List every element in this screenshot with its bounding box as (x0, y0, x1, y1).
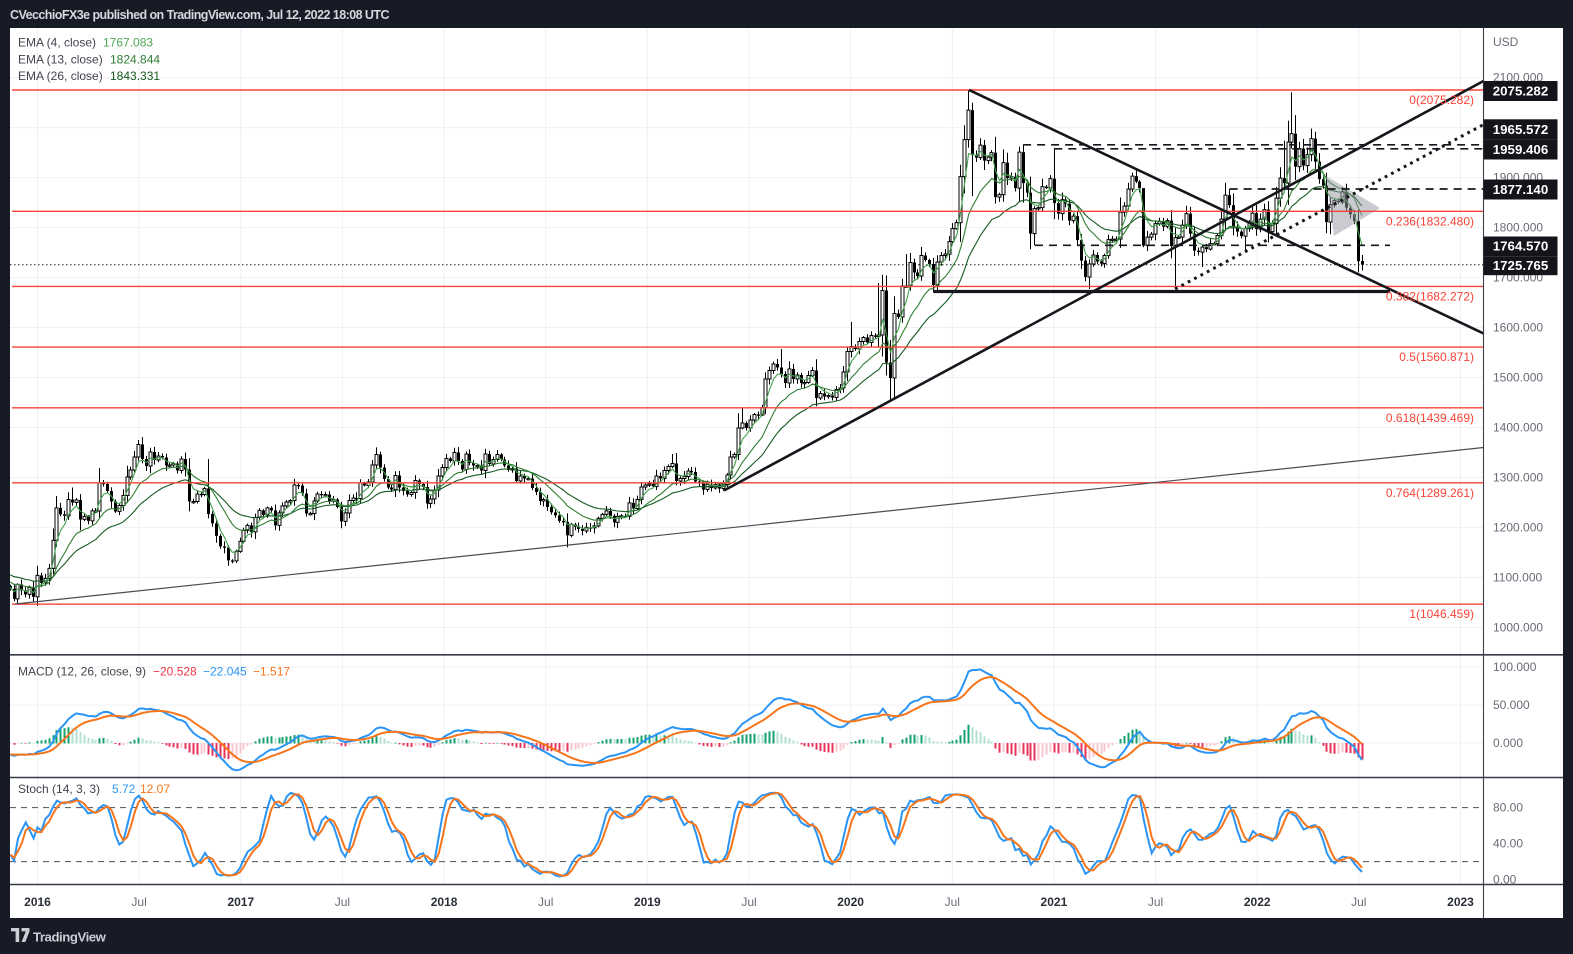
svg-text:1877.140: 1877.140 (1493, 182, 1548, 197)
svg-text:CVecchioFX3e published on Trad: CVecchioFX3e published on TradingView.co… (10, 8, 389, 22)
svg-text:2018: 2018 (431, 895, 458, 909)
svg-text:1300.000: 1300.000 (1493, 471, 1543, 485)
svg-text:2021: 2021 (1041, 895, 1068, 909)
svg-text:2022: 2022 (1244, 895, 1271, 909)
svg-text:EMA (13, close): EMA (13, close) (18, 52, 103, 66)
svg-text:0.618(1439.469): 0.618(1439.469) (1386, 411, 1474, 425)
svg-text:50.000: 50.000 (1493, 698, 1530, 712)
svg-text:Jul: Jul (1148, 895, 1163, 909)
svg-text:Jul: Jul (131, 895, 146, 909)
svg-text:1500.000: 1500.000 (1493, 371, 1543, 385)
svg-text:0(2075.282): 0(2075.282) (1409, 93, 1474, 107)
svg-text:1764.570: 1764.570 (1493, 239, 1548, 254)
svg-text:0.000: 0.000 (1493, 736, 1523, 750)
svg-text:USD: USD (1493, 35, 1519, 49)
svg-text:2016: 2016 (24, 895, 51, 909)
svg-text:1725.765: 1725.765 (1493, 258, 1549, 273)
svg-text:2023: 2023 (1447, 895, 1474, 909)
svg-text:1400.000: 1400.000 (1493, 421, 1543, 435)
svg-text:1800.000: 1800.000 (1493, 221, 1543, 235)
svg-text:12.07: 12.07 (140, 782, 170, 796)
svg-text:−22.045: −22.045 (203, 665, 247, 679)
svg-text:1843.331: 1843.331 (110, 69, 160, 83)
svg-text:Jul: Jul (741, 895, 756, 909)
svg-text:Jul: Jul (1351, 895, 1366, 909)
svg-text:EMA (4, close): EMA (4, close) (18, 36, 96, 50)
svg-text:0.00: 0.00 (1493, 873, 1517, 887)
svg-text:1959.406: 1959.406 (1493, 142, 1548, 157)
svg-text:Jul: Jul (335, 895, 350, 909)
svg-text:100.000: 100.000 (1493, 660, 1537, 674)
svg-text:MACD (12, 26, close, 9): MACD (12, 26, close, 9) (18, 665, 146, 679)
svg-text:Stoch (14, 3, 3): Stoch (14, 3, 3) (18, 782, 100, 796)
svg-text:1000.000: 1000.000 (1493, 620, 1543, 634)
svg-text:1767.083: 1767.083 (103, 36, 153, 50)
svg-text:1965.572: 1965.572 (1493, 122, 1548, 137)
svg-text:2020: 2020 (837, 895, 864, 909)
svg-text:0.236(1832.480): 0.236(1832.480) (1386, 214, 1474, 228)
svg-text:EMA (26, close): EMA (26, close) (18, 69, 103, 83)
svg-text:1824.844: 1824.844 (110, 52, 160, 66)
svg-text:1200.000: 1200.000 (1493, 520, 1543, 534)
svg-text:5.72: 5.72 (112, 782, 136, 796)
svg-text:Jul: Jul (538, 895, 553, 909)
svg-text:0.5(1560.871): 0.5(1560.871) (1399, 350, 1474, 364)
svg-text:−1.517: −1.517 (253, 665, 290, 679)
svg-text:Jul: Jul (945, 895, 960, 909)
svg-text:40.00: 40.00 (1493, 837, 1523, 851)
svg-text:80.00: 80.00 (1493, 801, 1523, 815)
svg-text:1(1046.459): 1(1046.459) (1409, 607, 1474, 621)
svg-text:−20.528: −20.528 (153, 665, 197, 679)
svg-text:1600.000: 1600.000 (1493, 321, 1543, 335)
svg-text:0.382(1682.272): 0.382(1682.272) (1386, 289, 1474, 303)
svg-text:2075.282: 2075.282 (1493, 83, 1548, 98)
svg-text:2019: 2019 (634, 895, 661, 909)
svg-text:1100.000: 1100.000 (1493, 570, 1542, 584)
svg-text:2017: 2017 (227, 895, 254, 909)
svg-text:TradingView: TradingView (33, 930, 107, 945)
svg-text:0.764(1289.261): 0.764(1289.261) (1386, 486, 1474, 500)
